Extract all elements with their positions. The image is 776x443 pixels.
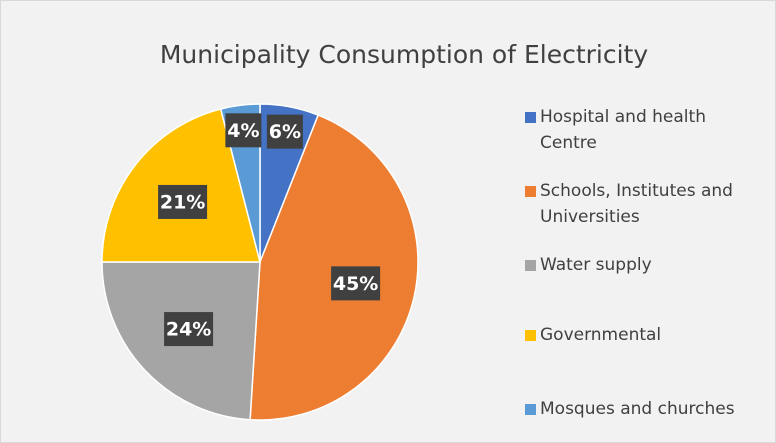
legend-entry: Mosques and churches	[525, 396, 765, 422]
legend-swatch	[525, 260, 536, 271]
data-label-box	[266, 114, 303, 149]
legend-swatch	[525, 186, 536, 197]
legend-label: Hospital and health Centre	[540, 107, 706, 153]
legend-label: Schools, Institutes and Universities	[540, 181, 733, 227]
data-label-box	[225, 113, 262, 148]
legend-entry: Water supply	[525, 252, 765, 278]
data-label-box	[331, 266, 381, 301]
data-label-box	[164, 312, 214, 347]
legend-entry: Hospital and health Centre	[525, 104, 765, 156]
legend-label: Governmental	[540, 325, 662, 345]
legend-swatch	[525, 404, 536, 415]
chart-title: Municipality Consumption of Electricity	[160, 40, 648, 69]
data-label: 45%	[333, 273, 378, 295]
legend-swatch	[525, 330, 536, 341]
legend-entry: Governmental	[525, 322, 765, 348]
data-label: 4%	[227, 120, 259, 142]
legend-swatch	[525, 112, 536, 123]
data-label: 6%	[269, 121, 301, 143]
data-label: 21%	[160, 191, 205, 213]
legend-label: Mosques and churches	[540, 399, 735, 419]
legend-entry: Schools, Institutes and Universities	[525, 178, 765, 230]
data-label-box	[158, 184, 208, 219]
legend-label: Water supply	[540, 255, 652, 275]
data-label: 24%	[166, 319, 211, 341]
